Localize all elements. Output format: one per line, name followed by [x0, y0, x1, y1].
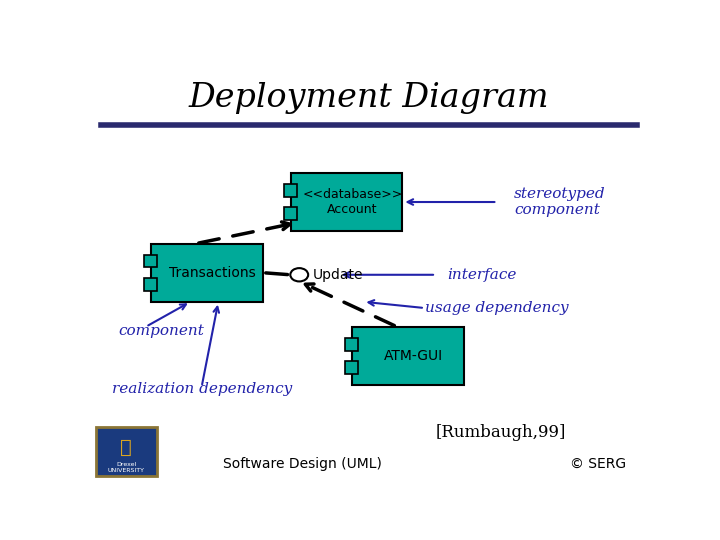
Text: stereotyped
component: stereotyped component [514, 187, 606, 217]
Text: Update: Update [312, 268, 363, 282]
Text: Software Design (UML): Software Design (UML) [222, 457, 382, 471]
Bar [144, 255, 158, 267]
Text: Deployment Diagram: Deployment Diagram [189, 82, 549, 114]
Text: component: component [118, 324, 204, 338]
Text: 🐉: 🐉 [120, 438, 132, 457]
Bar [96, 427, 157, 476]
Bar [345, 338, 359, 350]
Bar [284, 184, 297, 197]
Bar [345, 361, 359, 374]
Circle shape [290, 268, 308, 281]
Bar [144, 278, 158, 291]
Text: Transactions: Transactions [169, 266, 256, 280]
Text: usage dependency: usage dependency [425, 301, 568, 315]
Text: [Rumbaugh,99]: [Rumbaugh,99] [436, 424, 567, 441]
Text: © SERG: © SERG [570, 457, 626, 471]
Text: Drexel
UNIVERSITY: Drexel UNIVERSITY [108, 462, 145, 473]
Bar [284, 207, 297, 220]
Text: interface: interface [447, 268, 516, 282]
Bar [151, 244, 263, 302]
Bar [352, 327, 464, 385]
Text: realization dependency: realization dependency [112, 382, 292, 396]
Bar [291, 173, 402, 231]
Text: ATM-GUI: ATM-GUI [384, 349, 444, 363]
Text: <<database>>
Account: <<database>> Account [302, 188, 402, 216]
